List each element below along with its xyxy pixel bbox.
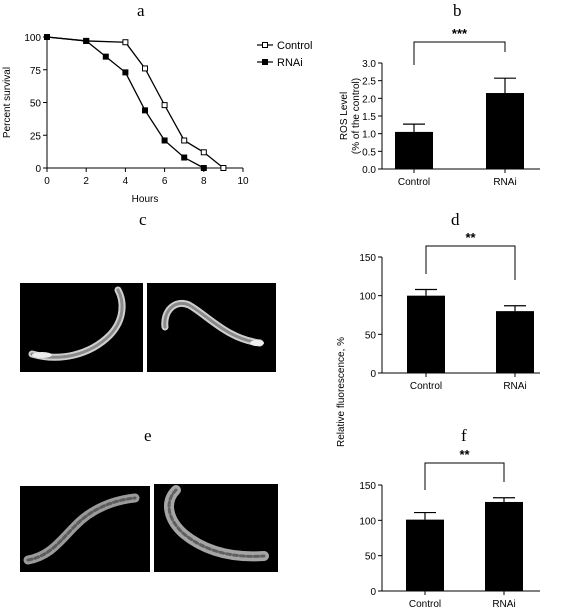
chart-a-x-tick-label: 10 <box>237 176 249 187</box>
chart-f-y-tick-label: 150 <box>359 481 376 492</box>
chart-a-x-tick-label: 0 <box>44 176 50 187</box>
chart-d-bar-control <box>407 295 445 373</box>
chart-a-y-axis-label: Percent survival <box>2 67 13 138</box>
panel-letter-a: a <box>137 1 145 20</box>
chart-b-bar-rnai <box>486 93 524 169</box>
chart-b-y-tick-label: 2.5 <box>362 77 376 88</box>
chart-a-point-rnai <box>83 37 90 44</box>
panel-letter-e: e <box>144 426 152 445</box>
chart-d-y-axis-label: Relative fluorescence, % <box>336 337 347 447</box>
chart-b-x-tick-label-rnai: RNAi <box>493 177 516 188</box>
chart-f-bar-control <box>406 519 444 591</box>
chart-a-y-tick-label: 50 <box>30 99 42 110</box>
chart-a-x-tick-label: 8 <box>201 176 207 187</box>
chart-a-series-line-control <box>46 36 224 169</box>
chart-a-y-tick-label: 25 <box>30 131 42 142</box>
chart-d-y-tick-label: 50 <box>365 330 377 341</box>
chart-a-point-control <box>161 102 168 109</box>
panel-letter-c: c <box>139 210 147 229</box>
chart-a-point-rnai <box>142 107 148 114</box>
chart-a-legend-label-rnai: RNAi <box>277 57 303 69</box>
chart-d-bar-rnai <box>496 311 534 373</box>
panel-letter-d: d <box>451 210 460 229</box>
worm-image-e-control <box>20 486 150 572</box>
chart-a-point-control <box>122 39 129 46</box>
chart-d-y-tick-label: 0 <box>370 369 376 380</box>
chart-f-significance-label: ** <box>459 447 470 462</box>
chart-a-point-rnai <box>102 53 109 60</box>
chart-b-y-axis-label-line2: (% of the control) <box>351 78 362 154</box>
chart-a-point-rnai <box>181 154 188 161</box>
chart-a-point-rnai <box>122 69 129 76</box>
chart-b-bar-control <box>395 131 433 169</box>
chart-a-series-line-rnai <box>46 36 205 169</box>
chart-a-point-control <box>181 137 188 144</box>
chart-b-significance-label: *** <box>452 26 468 41</box>
chart-a-point-control <box>220 165 227 171</box>
chart-a-legend-label-control: Control <box>277 40 312 52</box>
chart-a-x-tick-label: 6 <box>162 176 168 187</box>
chart-b-y-tick-label: 3.0 <box>362 59 376 70</box>
panel-letter-f: f <box>461 426 467 445</box>
worm-image-c-rnai <box>147 283 276 372</box>
chart-b-y-axis-label-line1: ROS Level <box>339 92 350 140</box>
chart-f-y-tick-label: 50 <box>365 552 377 563</box>
chart-a-legend-marker-rnai <box>262 59 268 65</box>
chart-b-y-tick-label: 0.5 <box>362 147 376 158</box>
chart-f-y-tick-label: 100 <box>359 516 376 527</box>
chart-a-legend-marker-control <box>262 42 268 48</box>
chart-d-significance-bracket <box>425 245 516 280</box>
panel-letter-b: b <box>453 1 462 20</box>
chart-b-y-tick-label: 1.0 <box>362 130 376 141</box>
chart-d-y-tick-label: 100 <box>359 292 376 303</box>
chart-b-y-tick-label: 2.0 <box>362 94 376 105</box>
chart-d-x-tick-label-rnai: RNAi <box>503 381 526 392</box>
chart-a-y-tick-label: 100 <box>24 33 41 44</box>
chart-f-significance-bracket <box>424 462 505 490</box>
chart-a-point-rnai <box>161 137 168 144</box>
chart-a-point-rnai <box>44 34 50 40</box>
chart-a-x-tick-label: 2 <box>83 176 89 187</box>
chart-f-bar-rnai <box>485 501 523 591</box>
worm-image-c-control <box>20 283 143 372</box>
chart-d-significance-label: ** <box>465 230 476 245</box>
chart-b-significance-bracket <box>413 41 506 65</box>
worm-image-e-rnai <box>154 484 278 572</box>
chart-f-x-tick-label-control: Control <box>409 599 441 610</box>
chart-b-x-tick-label-control: Control <box>398 177 430 188</box>
chart-a-point-control <box>200 149 207 156</box>
chart-a-point-rnai <box>200 165 207 171</box>
chart-d-y-tick-label: 150 <box>359 253 376 264</box>
chart-d-x-tick-label-control: Control <box>410 381 442 392</box>
chart-a-x-axis-label: Hours <box>132 194 159 205</box>
chart-b-y-tick-label: 0.0 <box>362 165 376 176</box>
chart-f-x-tick-label-rnai: RNAi <box>492 599 515 610</box>
chart-f-y-tick-label: 0 <box>370 587 376 598</box>
chart-b-y-tick-label: 1.5 <box>362 112 376 123</box>
chart-a-point-control <box>142 65 148 72</box>
chart-a-y-tick-label: 0 <box>35 164 41 175</box>
chart-a-y-tick-label: 75 <box>30 66 42 77</box>
chart-a-x-tick-label: 4 <box>123 176 129 187</box>
